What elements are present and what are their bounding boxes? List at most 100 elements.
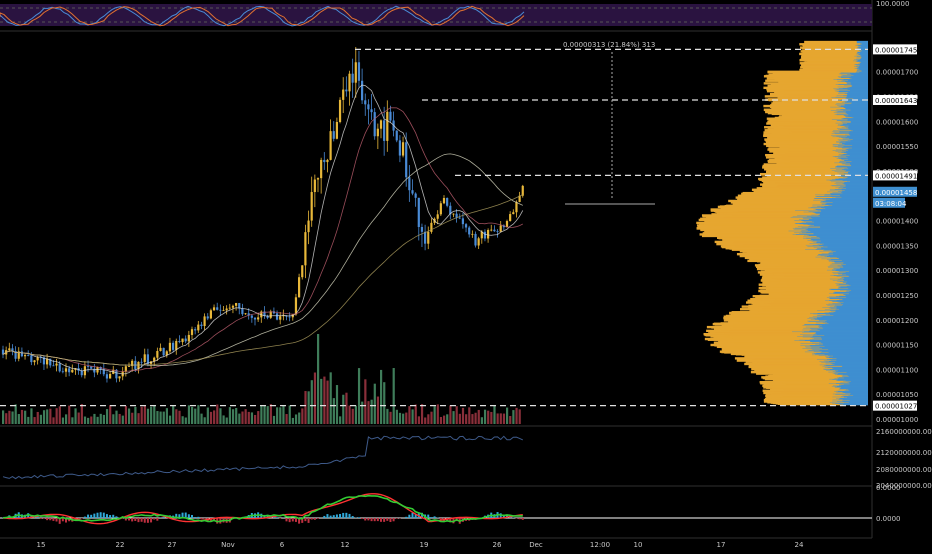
volume-bar [78, 413, 80, 424]
candle-body [257, 317, 259, 319]
volume-bar [292, 418, 294, 424]
volume-bar [349, 406, 351, 424]
macd-histogram-bar [84, 517, 86, 518]
candle-body [330, 131, 332, 160]
macd-histogram-bar [144, 518, 146, 523]
volume-bar [484, 410, 486, 424]
volume-bar [229, 407, 231, 424]
macd-histogram-bar [374, 518, 376, 521]
candle-body [87, 366, 89, 367]
volume-bar [112, 414, 114, 424]
volume-bar [462, 408, 464, 424]
candle-body [109, 374, 111, 379]
volume-bar [84, 417, 86, 424]
volume-bar [103, 415, 105, 424]
candle-body [411, 190, 413, 193]
price-tick-label: 0.00001400 [876, 218, 918, 226]
volume-bar [257, 411, 259, 424]
volume-bar [43, 410, 45, 424]
price-tag-label: 0.00001491 [875, 172, 917, 180]
macd-histogram-bar [106, 514, 108, 518]
macd-histogram-bar [361, 518, 363, 519]
candle-body [304, 232, 306, 265]
volume-bar [223, 415, 225, 424]
macd-histogram-bar [308, 518, 310, 523]
volume-bar [412, 409, 414, 424]
macd-histogram-bar [197, 517, 199, 518]
volume-bar [65, 414, 67, 424]
candle-body [342, 90, 344, 100]
macd-histogram-bar [52, 518, 54, 521]
volume-bar [11, 411, 13, 424]
volume-bar [235, 408, 237, 424]
macd-histogram-bar [43, 518, 45, 519]
price-tick-label: 0.00001050 [876, 391, 918, 399]
candle-body [333, 131, 335, 139]
volume-bar [238, 414, 240, 424]
volume-profile-bar [804, 41, 857, 43]
volume-bar [232, 409, 234, 424]
volume-bar [465, 414, 467, 424]
volume-bar [27, 417, 29, 424]
price-tick-label: 0.00001350 [876, 242, 918, 250]
macd-histogram-bar [289, 518, 291, 522]
volume-bar [396, 410, 398, 424]
macd-histogram-bar [276, 517, 278, 518]
candle-body [181, 339, 183, 342]
volume-bar [37, 412, 39, 424]
volume-bar [71, 417, 73, 424]
volume-bar [449, 405, 451, 424]
volume-bar [424, 417, 426, 424]
candle-body [289, 317, 291, 318]
volume-bar [147, 409, 149, 424]
macd-histogram-bar [317, 518, 319, 519]
macd-histogram-bar [519, 518, 521, 519]
volume-bar [490, 412, 492, 424]
volume-bar [40, 415, 42, 424]
candle-body [427, 232, 429, 244]
volume-bar [386, 409, 388, 424]
candle-body [522, 186, 524, 196]
obv-axis-label: 2160000000.0000 [876, 428, 932, 436]
candle-body [106, 374, 108, 378]
candle-body [276, 313, 278, 319]
volume-bar [87, 418, 89, 424]
volume-bar [106, 409, 108, 424]
candle-body [65, 368, 67, 371]
macd-histogram-bar [194, 517, 196, 518]
volume-bar [267, 406, 269, 424]
candle-body [279, 316, 281, 320]
price-tag-label: 0.00001458 [875, 189, 917, 197]
macd-histogram-bar [522, 518, 524, 520]
candle-body [141, 362, 143, 363]
volume-bar [497, 413, 499, 424]
candle-body [229, 308, 231, 309]
candle-body [172, 343, 174, 350]
candle-body [336, 122, 338, 139]
volume-bar [204, 417, 206, 424]
volume-bar [434, 406, 436, 424]
volume-bar [90, 417, 92, 424]
macd-histogram-bar [204, 518, 206, 519]
price-tag-label: 0.00001027 [875, 403, 917, 411]
macd-histogram-bar [336, 514, 338, 518]
candle-body [144, 354, 146, 362]
volume-bar [137, 413, 139, 424]
candle-body [191, 329, 193, 335]
volume-bar [254, 415, 256, 424]
time-axis-label: 12 [341, 541, 350, 549]
candle-body [462, 218, 464, 224]
candle-body [512, 212, 514, 214]
volume-bar [34, 417, 36, 424]
volume-bar [503, 414, 505, 424]
candle-body [254, 318, 256, 320]
volume-bar [128, 408, 130, 424]
obv-axis-label: 2080000000.0000 [876, 466, 932, 474]
volume-bar [160, 412, 162, 424]
macd-histogram-bar [393, 518, 395, 521]
volume-bar [141, 407, 143, 424]
volume-bar [402, 414, 404, 424]
volume-bar [100, 414, 102, 424]
